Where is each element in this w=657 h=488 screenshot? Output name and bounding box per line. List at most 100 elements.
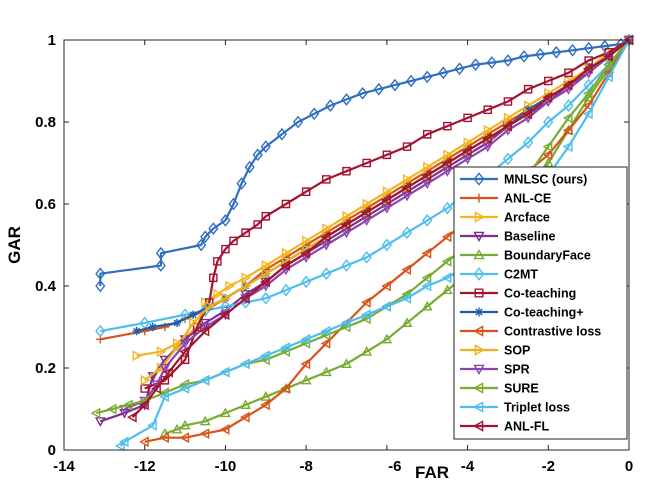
- data-point-anl-fl: [562, 79, 573, 91]
- legend-item-boundaryface: BoundaryFace: [460, 249, 591, 263]
- data-point-co-teaching: [342, 166, 351, 176]
- data-point-triplet-loss: [159, 391, 169, 403]
- series-line-sure: [96, 39, 630, 415]
- legend-marker-anl-fl: [473, 420, 484, 432]
- data-point-contrastive-loss: [260, 399, 270, 411]
- legend-label-contrastive-loss: Contrastive loss: [504, 325, 601, 339]
- data-point-triplet-loss: [401, 292, 412, 304]
- data-point-co-teaching: [241, 228, 250, 237]
- data-point-mnlsc-ours: [389, 78, 401, 92]
- data-point-anl-fl: [239, 292, 250, 304]
- data-point-anl-fl: [522, 108, 533, 120]
- data-point-anl-fl: [179, 346, 190, 357]
- data-point-co-teaching: [221, 244, 230, 254]
- data-point-c2mt: [381, 238, 392, 252]
- data-point-triplet-loss: [340, 317, 351, 329]
- data-point-anl-fl: [340, 219, 351, 230]
- data-point-arcface: [463, 137, 474, 148]
- data-point-mnlsc-ours: [502, 54, 514, 67]
- legend-box: [453, 166, 628, 440]
- data-point-triplet-loss: [239, 358, 250, 370]
- legend-item-sure: SURE: [460, 382, 539, 396]
- legend-label-mnlsc-ours: MNLSC (ours): [504, 173, 587, 187]
- legend-marker-c2mt: [473, 267, 485, 281]
- y-tick-label: 0.2: [35, 360, 56, 377]
- data-point-sure: [562, 112, 573, 124]
- data-point-mnlsc-ours: [325, 99, 336, 112]
- data-point-arcface: [156, 346, 167, 357]
- data-point-mnlsc-ours: [244, 160, 255, 174]
- data-point-boundaryface: [341, 358, 352, 368]
- data-point-co-teaching: [213, 257, 222, 266]
- data-point-anl-fl: [219, 309, 230, 321]
- y-tick-label: 0.4: [35, 278, 57, 295]
- data-point-spr: [159, 363, 171, 374]
- data-point-spr: [341, 228, 352, 239]
- data-point-mnlsc-ours: [535, 47, 546, 61]
- series-line-anl-fl: [131, 39, 630, 418]
- data-point-mnlsc-ours: [200, 230, 211, 244]
- data-point-arcface: [213, 288, 223, 300]
- data-point-spr: [381, 204, 393, 214]
- data-point-anl-fl: [583, 63, 593, 75]
- data-point-triplet-loss: [381, 301, 391, 312]
- data-point-c2mt: [543, 115, 554, 129]
- data-point-co-teaching: [443, 121, 452, 131]
- y-tick-label: 0.8: [35, 114, 56, 131]
- data-point-sop: [189, 317, 199, 329]
- data-point-mnlsc-ours: [357, 86, 368, 100]
- data-point-co-teaching: [301, 187, 311, 196]
- data-point-anl-fl: [280, 260, 291, 271]
- data-point-boundaryface: [542, 157, 554, 168]
- data-point-mnlsc-ours: [470, 58, 481, 71]
- data-point-boundaryface: [442, 284, 453, 295]
- data-point-contrastive-loss: [542, 149, 553, 161]
- data-point-boundaryface: [381, 333, 393, 344]
- data-point-co-teaching: [362, 158, 371, 168]
- data-point-triplet-loss: [147, 420, 157, 431]
- ticks-layer: -14 -12 -10 -8 -4 -2 0 -6 0 0.2 0.4 0.6 0.8 1: [35, 32, 633, 475]
- data-point-co-teaching: [253, 220, 262, 229]
- legend-label-co-teaching: Co-teaching+: [504, 306, 584, 320]
- data-point-anl-fl: [300, 247, 311, 259]
- legend-item-triplet-loss: Triplet loss: [460, 401, 570, 415]
- data-point-contrastive-loss: [199, 428, 210, 439]
- data-point-co-teaching: [281, 199, 291, 209]
- data-point-arcface: [281, 247, 292, 259]
- data-point-triplet-loss: [280, 342, 291, 353]
- data-point-mnlsc-ours: [551, 45, 562, 59]
- data-point-triplet-loss: [199, 374, 210, 386]
- legend-label-arcface: Arcface: [504, 211, 550, 225]
- data-point-sure: [583, 87, 593, 99]
- data-point-mnlsc-ours: [260, 140, 271, 153]
- data-point-anl-fl: [542, 92, 553, 103]
- legend-item-anl-ce: ANL-CE: [460, 192, 551, 206]
- legend-label-anl-ce: ANL-CE: [504, 192, 551, 206]
- data-point-boundaryface: [199, 415, 211, 426]
- data-point-mnlsc-ours: [486, 56, 497, 69]
- data-point-arcface: [362, 198, 373, 210]
- legend-marker-sop: [474, 344, 485, 356]
- y-axis-label: GAR: [5, 226, 24, 264]
- data-point-sure: [603, 59, 613, 70]
- legend-item-sop: SOP: [460, 344, 530, 358]
- data-point-co-teaching: [483, 105, 493, 114]
- x-tick-label: -14: [53, 458, 75, 475]
- data-point-co-teaching: [544, 76, 553, 86]
- legend-marker-contrastive-loss: [473, 325, 484, 337]
- data-point-co-teaching: [261, 212, 271, 221]
- data-point-co-teaching: [209, 273, 218, 283]
- plot-frame: [63, 39, 630, 451]
- data-point-anl-fl: [401, 182, 412, 193]
- data-point-triplet-loss: [441, 272, 452, 284]
- data-point-contrastive-loss: [401, 264, 412, 275]
- data-point-spr: [401, 191, 413, 202]
- data-point-spr: [442, 167, 453, 177]
- data-point-co-teaching: [503, 97, 513, 106]
- data-point-boundaryface: [361, 345, 373, 356]
- data-point-sop: [172, 342, 183, 353]
- data-point-anl-fl: [381, 194, 391, 206]
- data-point-sure: [122, 399, 133, 411]
- data-point-anl-fl: [461, 145, 472, 157]
